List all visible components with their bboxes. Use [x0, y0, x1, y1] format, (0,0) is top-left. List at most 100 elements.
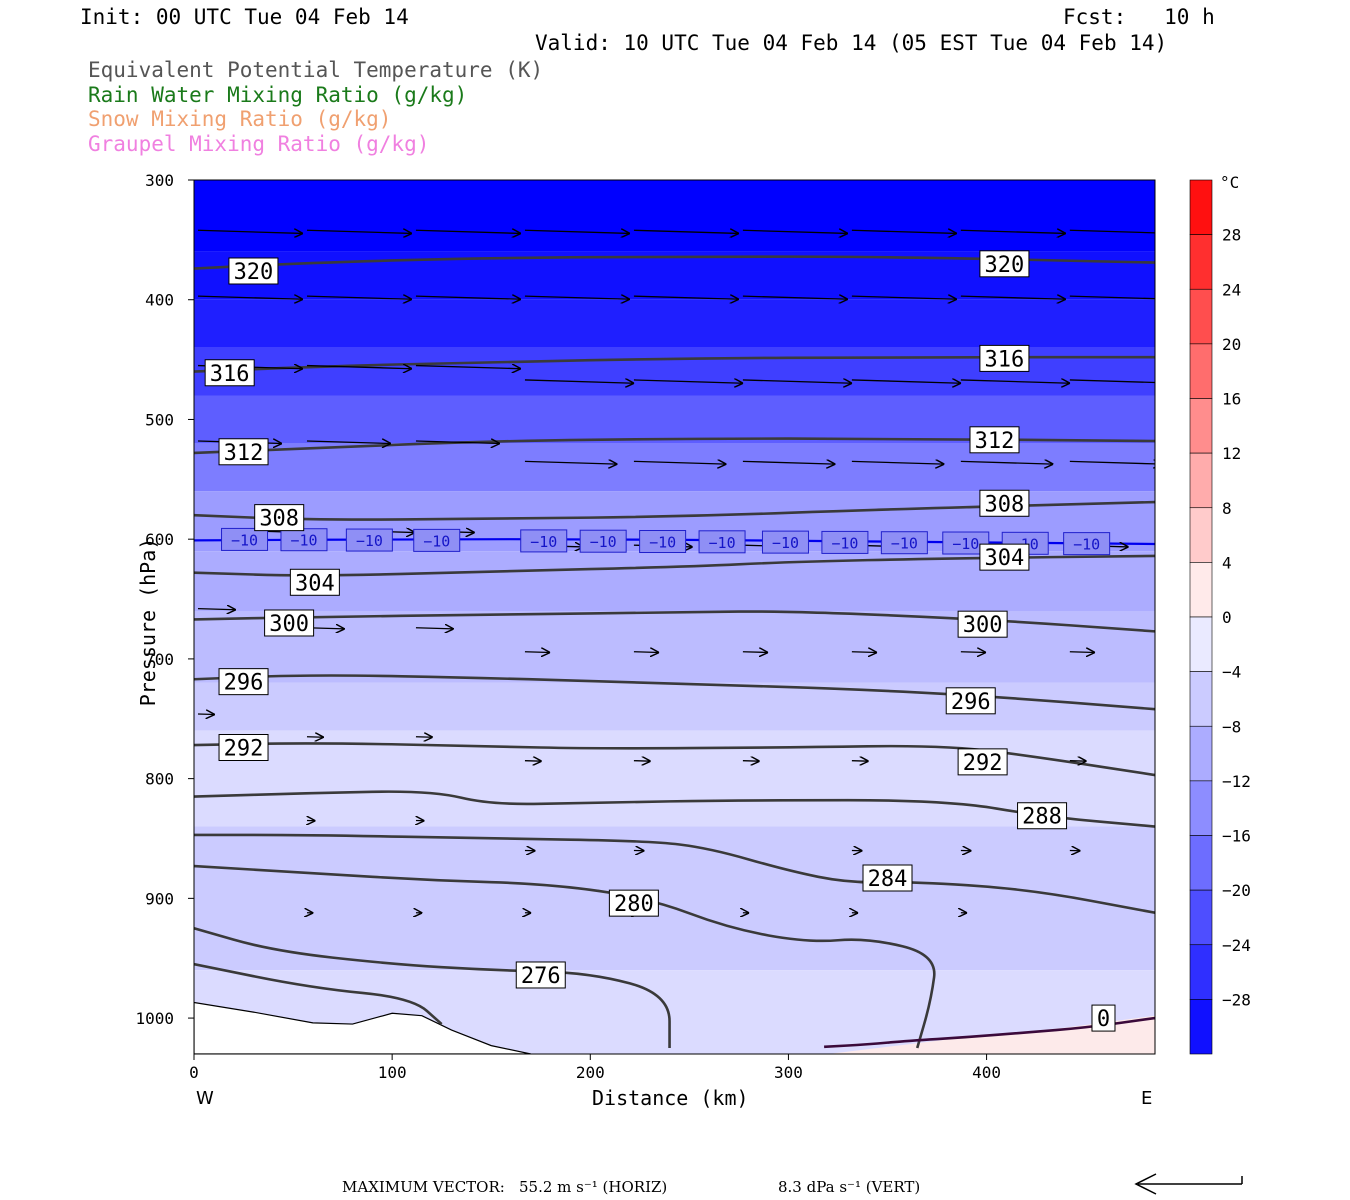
x-tick-label: 200 — [576, 1063, 605, 1082]
theta-e-label: 300 — [269, 612, 309, 637]
max-vector-arrow-icon — [1134, 1173, 1243, 1195]
wind-vector — [742, 380, 852, 383]
isotherm-label: −10 — [530, 533, 557, 551]
theta-e-label-box — [218, 438, 269, 466]
wind-vector — [960, 296, 1066, 299]
wind-vector — [960, 652, 986, 653]
theta-e-label-box — [979, 250, 1030, 278]
x-tick-label: 300 — [774, 1063, 803, 1082]
y-tick-label: 400 — [145, 291, 174, 310]
theta-e-label: 296 — [951, 690, 991, 715]
wind-vector — [524, 761, 542, 762]
wind-vector — [960, 461, 1053, 464]
theta-e-label: 320 — [234, 260, 274, 285]
isotherm-label: −10 — [1073, 536, 1100, 554]
theta-e-label: 284 — [868, 867, 908, 892]
theta-e-label: 304 — [985, 546, 1025, 571]
colorbar-segment — [1189, 725, 1213, 782]
isotherm-label-box — [221, 527, 269, 551]
colorbar-label: −4 — [1222, 663, 1241, 682]
theta-e-label-box — [979, 489, 1030, 517]
theta-e-label-box — [862, 864, 913, 892]
wind-vector — [306, 230, 412, 233]
wind-vector — [851, 461, 944, 464]
colorbar-segment — [1189, 179, 1213, 235]
isotherm-label: −10 — [231, 531, 258, 549]
wind-vector — [851, 380, 961, 383]
colorbar-unit: °C — [1220, 173, 1239, 192]
isotherm-label: −10 — [649, 534, 676, 552]
theta-e-label-box — [1017, 802, 1068, 830]
x-axis-title: Distance (km) — [592, 1086, 749, 1110]
colorbar-segment — [1189, 944, 1213, 1000]
theta-e-label-box — [945, 687, 996, 715]
theta-e-label: 308 — [259, 507, 299, 532]
wind-vector — [633, 380, 743, 383]
wind-vector — [633, 652, 659, 653]
theta-e-label-box — [979, 344, 1030, 372]
wind-vector — [306, 737, 324, 738]
theta-e-label: 276 — [521, 964, 561, 989]
isotherm-label-box — [821, 530, 869, 554]
theta-e-label-box — [264, 609, 315, 637]
wind-vector — [524, 296, 630, 299]
colorbar-segment — [1189, 288, 1213, 345]
legend-graupel: Graupel Mixing Ratio (g/kg) — [88, 132, 430, 156]
wind-vector — [415, 441, 500, 444]
theta-e-contour-276 — [194, 927, 671, 1049]
valid-time: Valid: 10 UTC Tue 04 Feb 14 (05 EST Tue … — [535, 31, 1168, 55]
wind-vector — [742, 461, 835, 464]
y-tick-label: 800 — [145, 770, 174, 789]
wind-vector — [415, 230, 521, 233]
isotherm-label: −10 — [590, 533, 617, 551]
wind-vector — [524, 652, 550, 653]
isotherm-label: −10 — [891, 535, 918, 553]
theta-e-label-box — [957, 610, 1008, 638]
isotherm-label-box — [579, 529, 627, 553]
theta-e-label-box — [218, 668, 269, 696]
isotherm-label-box — [639, 530, 687, 554]
wind-vector — [851, 761, 869, 762]
theta-e-label: 308 — [985, 492, 1025, 517]
legend-snow: Snow Mixing Ratio (g/kg) — [88, 107, 392, 131]
wind-vector — [633, 230, 739, 233]
colorbar-label: −12 — [1222, 772, 1251, 791]
wind-vector — [742, 761, 760, 762]
wind-vector — [633, 461, 726, 464]
isotherm-label-box — [413, 528, 461, 552]
colorbar-segment — [1189, 835, 1213, 891]
isotherm-label-box — [942, 531, 990, 555]
init-time: Init: 00 UTC Tue 04 Feb 14 — [80, 5, 409, 29]
isotherm-label-box — [761, 530, 809, 554]
wind-vector — [197, 714, 215, 715]
theta-e-contour-316 — [194, 355, 1155, 373]
theta-e-label: 312 — [224, 441, 264, 466]
terrain-surface — [194, 1001, 531, 1054]
theta-e-label: 0 — [1097, 1007, 1110, 1032]
y-tick-label: 600 — [145, 530, 174, 549]
theta-e-label: 296 — [224, 671, 264, 696]
colorbar-segment — [1189, 343, 1213, 399]
isotherm-label: −10 — [772, 534, 799, 552]
colorbar-segment — [1189, 616, 1213, 672]
wind-vector — [524, 461, 617, 464]
wind-vector — [197, 230, 303, 233]
theta-e-contour-296 — [194, 674, 1155, 711]
plot-frame — [193, 179, 1156, 1055]
colorbar-label: 16 — [1222, 390, 1241, 409]
theta-e-label-box — [969, 426, 1020, 454]
theta-e-label: 288 — [1022, 805, 1062, 830]
wind-vector — [415, 628, 454, 629]
isotherm-zero — [824, 1016, 1155, 1049]
colorbar-label: −16 — [1222, 827, 1251, 846]
theta-e-label-box — [204, 359, 255, 387]
colorbar-label: −24 — [1222, 936, 1251, 955]
wind-vector — [415, 366, 521, 369]
theta-e-label: 312 — [975, 429, 1015, 454]
theta-e-label: 304 — [295, 571, 335, 596]
wind-vector — [1069, 761, 1087, 762]
theta-e-label-box — [957, 748, 1008, 776]
isotherm-label-box — [698, 530, 746, 554]
colorbar-label: 0 — [1222, 608, 1232, 627]
